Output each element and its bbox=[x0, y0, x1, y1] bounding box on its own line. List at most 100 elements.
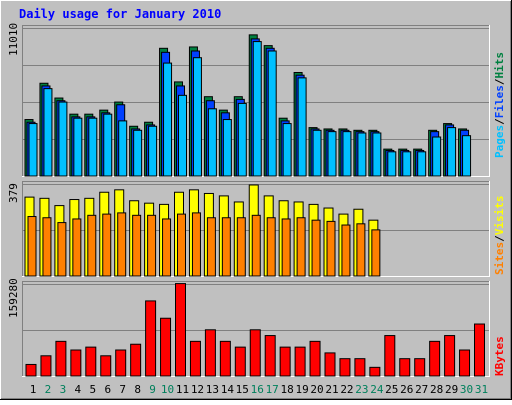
sites-bar bbox=[326, 220, 336, 277]
bottom-panel-legend: KBytes bbox=[493, 336, 506, 376]
kbytes-bar bbox=[279, 346, 291, 377]
pages-bar bbox=[148, 125, 158, 177]
kbytes-bar bbox=[459, 349, 471, 377]
x-axis-day-label: 24 bbox=[370, 383, 384, 396]
x-axis-day-label: 11 bbox=[176, 383, 189, 396]
sites-bar bbox=[191, 212, 201, 277]
sites-bar bbox=[356, 223, 366, 277]
kbytes-bar bbox=[40, 355, 52, 377]
x-axis-day-labels: 1 2 3 4 5 6 7 8 9 10 11 12 13 14 15 16 17 18 19 20 21 22 23 24 2… bbox=[30, 383, 488, 396]
sites-bar bbox=[87, 214, 97, 277]
sites-bar bbox=[311, 219, 321, 277]
kbytes-bar bbox=[339, 358, 351, 377]
pages-bar bbox=[133, 129, 143, 177]
bottom-panel-bars bbox=[25, 283, 485, 377]
pages-bar bbox=[267, 50, 277, 177]
x-axis-day-label: 31 bbox=[475, 383, 488, 396]
pages-bar bbox=[163, 62, 173, 177]
kbytes-bar bbox=[369, 366, 381, 377]
sites-bar bbox=[102, 213, 112, 277]
legend-files: Files bbox=[493, 85, 506, 118]
sites-bar bbox=[57, 222, 67, 277]
kbytes-bar bbox=[204, 329, 216, 377]
pages-bar bbox=[432, 136, 442, 177]
pages-bar bbox=[43, 88, 53, 177]
legend-sep-1: / bbox=[493, 118, 506, 125]
sites-bar bbox=[42, 217, 52, 277]
pages-bar bbox=[58, 101, 68, 177]
x-axis-day-label: 25 bbox=[385, 383, 398, 396]
legend-sep-2: / bbox=[493, 78, 506, 85]
kbytes-bar bbox=[264, 335, 276, 377]
sites-bar bbox=[147, 214, 157, 277]
kbytes-bar bbox=[25, 363, 37, 377]
legend-sep-3: / bbox=[493, 235, 506, 242]
pages-bar bbox=[312, 129, 322, 177]
legend-visits: Visits bbox=[493, 196, 506, 236]
x-axis-day-label: 20 bbox=[310, 383, 323, 396]
pages-bar bbox=[73, 117, 83, 177]
kbytes-bar bbox=[399, 358, 411, 377]
kbytes-bar bbox=[130, 343, 142, 377]
sites-bar bbox=[281, 218, 291, 277]
pages-bar bbox=[297, 77, 307, 177]
pages-bar bbox=[178, 94, 187, 177]
kbytes-bar bbox=[294, 346, 306, 377]
x-axis-day-label: 26 bbox=[400, 383, 413, 396]
sites-bar bbox=[162, 218, 172, 277]
pages-bar bbox=[207, 108, 217, 177]
top-panel-legend: Pages/Files/Hits bbox=[493, 52, 506, 158]
x-axis-day-label: 27 bbox=[415, 383, 428, 396]
kbytes-bar bbox=[354, 358, 366, 377]
sites-bar bbox=[296, 217, 306, 277]
x-axis-day-label: 12 bbox=[191, 383, 204, 396]
legend-hits: Hits bbox=[493, 52, 506, 79]
bottom-panel-max-label: 159280 bbox=[7, 278, 20, 318]
sites-bar bbox=[251, 214, 261, 277]
kbytes-bar bbox=[384, 335, 396, 377]
kbytes-bar bbox=[309, 340, 321, 377]
middle-panel-max-label: 379 bbox=[7, 183, 20, 203]
top-panel-bars bbox=[24, 34, 472, 177]
x-axis-day-label: 13 bbox=[206, 383, 219, 396]
pages-bar bbox=[327, 131, 337, 177]
sites-bar bbox=[341, 224, 351, 277]
x-axis-day-label: 10 bbox=[161, 383, 174, 396]
pages-bar bbox=[118, 120, 128, 177]
kbytes-bar bbox=[429, 340, 441, 377]
x-axis-day-label: 9 bbox=[149, 383, 156, 396]
x-axis-day-label: 30 bbox=[460, 383, 473, 396]
kbytes-bar bbox=[100, 355, 112, 377]
top-panel-max-label: 11010 bbox=[7, 23, 20, 56]
x-axis-day-label: 17 bbox=[266, 383, 279, 396]
pages-bar bbox=[462, 135, 472, 177]
kbytes-bar bbox=[70, 349, 82, 377]
sites-bar bbox=[177, 213, 186, 277]
legend-sites: Sites bbox=[493, 242, 506, 275]
pages-bar bbox=[417, 151, 427, 177]
sites-bar bbox=[266, 217, 276, 277]
pages-bar bbox=[357, 132, 367, 177]
x-axis-day-label: 14 bbox=[221, 383, 235, 396]
kbytes-bar bbox=[249, 329, 261, 377]
sites-bar bbox=[72, 218, 82, 277]
x-axis-day-label: 1 bbox=[30, 383, 37, 396]
x-axis-day-label: 4 bbox=[75, 383, 82, 396]
kbytes-bar bbox=[160, 317, 172, 377]
middle-panel-legend: Sites/Visits bbox=[493, 196, 506, 276]
x-axis-day-label: 5 bbox=[89, 383, 96, 396]
pages-bar bbox=[402, 151, 412, 177]
pages-bar bbox=[222, 119, 232, 177]
kbytes-bar bbox=[474, 323, 485, 377]
pages-bar bbox=[237, 102, 247, 177]
kbytes-bar bbox=[219, 340, 231, 377]
x-axis-day-label: 6 bbox=[104, 383, 111, 396]
pages-bar bbox=[28, 123, 38, 177]
sites-bar bbox=[221, 217, 231, 277]
kbytes-bar bbox=[324, 352, 336, 377]
kbytes-bar bbox=[115, 349, 127, 377]
pages-bar bbox=[447, 127, 457, 177]
sites-bar bbox=[132, 214, 142, 277]
middle-panel-bars bbox=[24, 184, 381, 277]
